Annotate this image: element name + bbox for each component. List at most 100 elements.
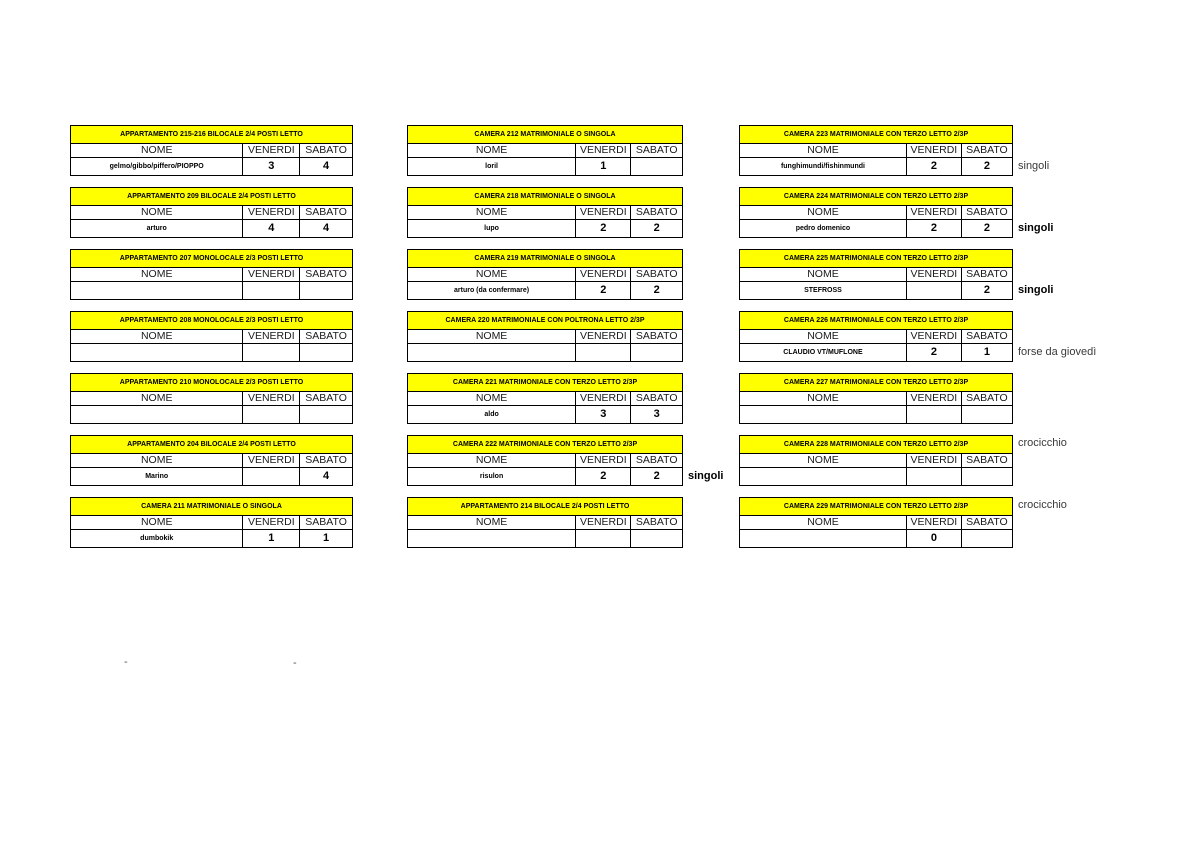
data-row: arturo 4 4 [71, 220, 352, 237]
room-table-title: CAMERA 224 MATRIMONIALE CON TERZO LETTO … [740, 188, 1012, 206]
room-table: APPARTAMENTO 215-216 BILOCALE 2/4 POSTI … [70, 125, 353, 176]
cell-sabato: 4 [299, 468, 352, 485]
column-header-row: NOME VENERDI SABATO [71, 206, 352, 220]
column-left: APPARTAMENTO 215-216 BILOCALE 2/4 POSTI … [70, 125, 353, 559]
cell-nome: risulon [479, 473, 504, 480]
col-header-sabato: SABATO [960, 206, 1012, 219]
col-header-nome: NOME [475, 392, 508, 404]
cell-venerdi: 1 [575, 158, 630, 175]
column-header-row: NOME VENERDI SABATO [740, 392, 1012, 406]
cell-nome: arturo [146, 225, 167, 232]
cell-sabato: 2 [960, 158, 1012, 175]
col-header-sabato: SABATO [630, 392, 682, 405]
cell-sabato: 1 [960, 344, 1012, 361]
column-header-row: NOME VENERDI SABATO [740, 454, 1012, 468]
col-header-sabato: SABATO [630, 206, 682, 219]
cell-nome: pedro domenico [795, 225, 851, 232]
margin-note: singoli [1018, 222, 1054, 234]
margin-note: crocicchio [1018, 499, 1067, 511]
room-table: CAMERA 222 MATRIMONIALE CON TERZO LETTO … [407, 435, 723, 486]
room-table-title: CAMERA 223 MATRIMONIALE CON TERZO LETTO … [740, 126, 1012, 144]
data-row: aldo 3 3 [408, 406, 682, 423]
column-header-row: NOME VENERDI SABATO [408, 206, 682, 220]
col-header-nome: NOME [807, 268, 839, 280]
data-row [71, 344, 352, 361]
col-header-venerdi: VENERDI [242, 268, 299, 281]
cell-nome: aldo [484, 411, 499, 418]
data-row: Marino 4 [71, 468, 352, 485]
cell-nome: dumbokik [140, 535, 174, 542]
room-table: CAMERA 225 MATRIMONIALE CON TERZO LETTO … [739, 249, 1053, 300]
cell-sabato: 2 [960, 220, 1012, 237]
room-table: CAMERA 219 MATRIMONIALE O SINGOLA NOME V… [407, 249, 683, 300]
room-table: CAMERA 224 MATRIMONIALE CON TERZO LETTO … [739, 187, 1053, 238]
data-row: lupo 2 2 [408, 220, 682, 237]
col-header-venerdi: VENERDI [575, 144, 630, 157]
room-table: CAMERA 220 MATRIMONIALE CON POLTRONA LET… [407, 311, 683, 362]
cell-nome: loril [485, 163, 498, 170]
col-header-sabato: SABATO [630, 454, 682, 467]
cell-nome [71, 282, 242, 299]
column-right: CAMERA 223 MATRIMONIALE CON TERZO LETTO … [739, 125, 1096, 559]
cell-sabato: 2 [630, 468, 682, 485]
data-row [740, 468, 1012, 485]
cell-nome: lupo [484, 225, 499, 232]
cell-sabato [299, 282, 352, 299]
col-header-sabato: SABATO [960, 516, 1012, 529]
room-table-title: APPARTAMENTO 208 MONOLOCALE 2/3 POSTI LE… [71, 312, 352, 330]
cell-venerdi [242, 344, 299, 361]
col-header-venerdi: VENERDI [575, 392, 630, 405]
cell-sabato [299, 344, 352, 361]
room-table-title: APPARTAMENTO 209 BILOCALE 2/4 POSTI LETT… [71, 188, 352, 206]
col-header-nome: NOME [475, 144, 508, 156]
cell-sabato: 3 [630, 406, 682, 423]
room-table: CAMERA 218 MATRIMONIALE O SINGOLA NOME V… [407, 187, 683, 238]
col-header-venerdi: VENERDI [905, 206, 961, 219]
data-row: dumbokik 1 1 [71, 530, 352, 547]
col-header-sabato: SABATO [630, 516, 682, 529]
room-table-title: APPARTAMENTO 207 MONOLOCALE 2/3 POSTI LE… [71, 250, 352, 268]
col-header-venerdi: VENERDI [575, 268, 630, 281]
room-table-title: CAMERA 227 MATRIMONIALE CON TERZO LETTO … [740, 374, 1012, 392]
col-header-sabato: SABATO [960, 144, 1012, 157]
cell-nome [408, 344, 575, 361]
margin-note: crocicchio [1018, 437, 1067, 449]
col-header-venerdi: VENERDI [242, 144, 299, 157]
data-row: gelmo/gibbo/piffero/PIOPPO 3 4 [71, 158, 352, 175]
column-header-row: NOME VENERDI SABATO [408, 454, 682, 468]
room-table: CAMERA 227 MATRIMONIALE CON TERZO LETTO … [739, 373, 1013, 424]
cell-venerdi: 0 [905, 530, 961, 547]
data-row [71, 282, 352, 299]
room-table: CAMERA 211 MATRIMONIALE O SINGOLA NOME V… [70, 497, 353, 548]
col-header-venerdi: VENERDI [905, 392, 961, 405]
col-header-venerdi: VENERDI [242, 454, 299, 467]
column-header-row: NOME VENERDI SABATO [71, 330, 352, 344]
room-table-title: CAMERA 219 MATRIMONIALE O SINGOLA [408, 250, 682, 268]
col-header-nome: NOME [140, 330, 173, 342]
cell-venerdi: 4 [242, 220, 299, 237]
column-header-row: NOME VENERDI SABATO [740, 268, 1012, 282]
col-header-sabato: SABATO [960, 330, 1012, 343]
room-table: CAMERA 221 MATRIMONIALE CON TERZO LETTO … [407, 373, 683, 424]
col-header-sabato: SABATO [960, 392, 1012, 405]
cell-sabato [630, 344, 682, 361]
col-header-nome: NOME [140, 144, 173, 156]
col-header-nome: NOME [140, 516, 173, 528]
col-header-venerdi: VENERDI [575, 206, 630, 219]
col-header-venerdi: VENERDI [242, 330, 299, 343]
col-header-venerdi: VENERDI [575, 330, 630, 343]
col-header-venerdi: VENERDI [905, 330, 961, 343]
margin-note: singoli [1018, 160, 1050, 172]
cell-sabato: 1 [299, 530, 352, 547]
cell-sabato: 4 [299, 158, 352, 175]
col-header-nome: NOME [475, 454, 508, 466]
cell-nome: Marino [145, 473, 169, 480]
room-table: APPARTAMENTO 210 MONOLOCALE 2/3 POSTI LE… [70, 373, 353, 424]
col-header-venerdi: VENERDI [905, 144, 961, 157]
col-header-nome: NOME [140, 206, 173, 218]
col-header-nome: NOME [807, 454, 839, 466]
room-table-title: APPARTAMENTO 210 MONOLOCALE 2/3 POSTI LE… [71, 374, 352, 392]
col-header-nome: NOME [475, 516, 508, 528]
cell-sabato: 2 [630, 282, 682, 299]
